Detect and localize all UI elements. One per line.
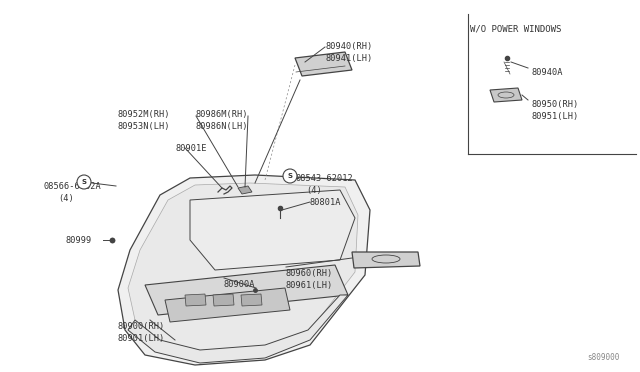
Text: 80952M(RH): 80952M(RH) (118, 110, 170, 119)
Polygon shape (165, 288, 290, 322)
Text: S: S (287, 173, 292, 179)
Text: 80953N(LH): 80953N(LH) (118, 122, 170, 131)
Text: 80940(RH): 80940(RH) (325, 42, 372, 51)
Text: 80961(LH): 80961(LH) (286, 281, 333, 290)
Text: s809000: s809000 (588, 353, 620, 362)
Text: 80901(LH): 80901(LH) (118, 334, 165, 343)
Polygon shape (128, 295, 348, 363)
Text: S: S (81, 179, 86, 185)
Text: 80941(LH): 80941(LH) (325, 54, 372, 63)
Text: 80940A: 80940A (532, 68, 563, 77)
Text: 80960(RH): 80960(RH) (286, 269, 333, 278)
Polygon shape (185, 294, 206, 306)
Polygon shape (238, 186, 252, 194)
Text: 80900A: 80900A (224, 280, 255, 289)
Text: 80986M(RH): 80986M(RH) (196, 110, 248, 119)
Text: 80801A: 80801A (310, 198, 342, 207)
Polygon shape (145, 265, 348, 315)
Text: 80950(RH): 80950(RH) (532, 100, 579, 109)
Text: 80901E: 80901E (175, 144, 207, 153)
Text: 80986N(LH): 80986N(LH) (196, 122, 248, 131)
Polygon shape (128, 183, 358, 355)
Polygon shape (118, 175, 370, 365)
Text: W/O POWER WINDOWS: W/O POWER WINDOWS (470, 24, 561, 33)
Text: (4): (4) (306, 186, 322, 195)
Text: 08543-62012: 08543-62012 (296, 174, 354, 183)
Polygon shape (295, 52, 352, 76)
Text: 80951(LH): 80951(LH) (532, 112, 579, 121)
Text: 80999: 80999 (65, 236, 92, 245)
Text: 08566-6162A: 08566-6162A (44, 182, 102, 191)
Polygon shape (190, 190, 355, 270)
Polygon shape (241, 294, 262, 306)
Polygon shape (213, 294, 234, 306)
Polygon shape (352, 252, 420, 268)
Circle shape (283, 169, 297, 183)
Text: 80900(RH): 80900(RH) (118, 322, 165, 331)
Text: (4): (4) (58, 194, 74, 203)
Polygon shape (490, 88, 522, 102)
Circle shape (77, 175, 91, 189)
